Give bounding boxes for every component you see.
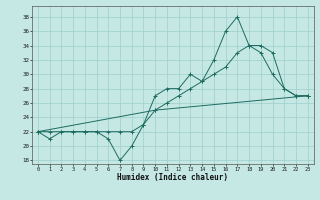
X-axis label: Humidex (Indice chaleur): Humidex (Indice chaleur) <box>117 173 228 182</box>
